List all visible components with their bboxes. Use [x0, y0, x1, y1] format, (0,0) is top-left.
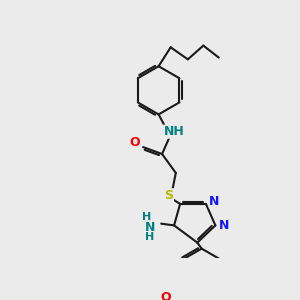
Text: H: H	[142, 212, 151, 222]
Text: NH: NH	[164, 125, 184, 138]
Text: O: O	[129, 136, 140, 149]
Text: H: H	[146, 232, 154, 242]
Text: S: S	[164, 189, 173, 202]
Text: N: N	[209, 195, 220, 208]
Text: N: N	[145, 221, 155, 235]
Text: N: N	[219, 219, 229, 232]
Text: O: O	[160, 291, 171, 300]
